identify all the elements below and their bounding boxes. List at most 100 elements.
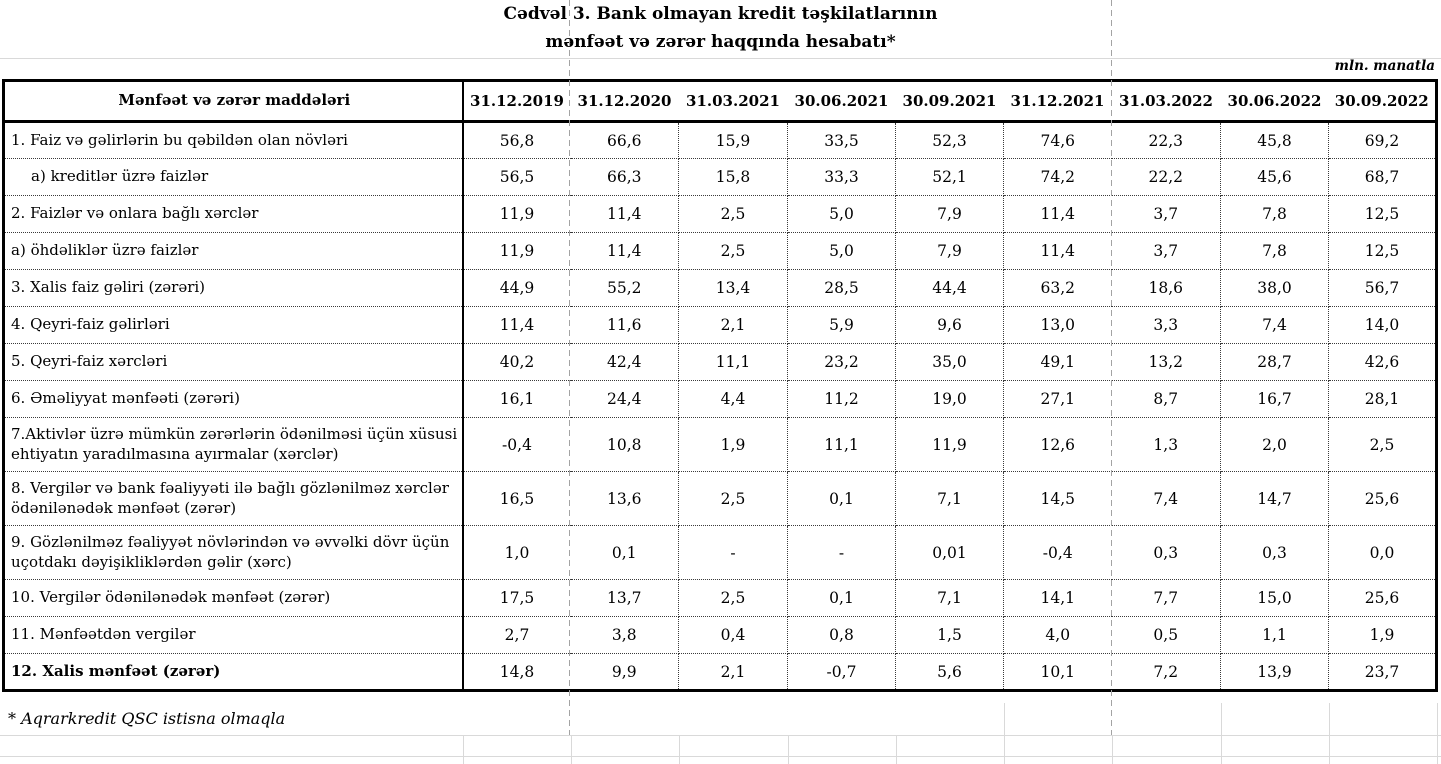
- value-cell: 63,2: [1003, 269, 1112, 307]
- value-cell: -0,7: [787, 653, 896, 691]
- table-row: 10. Vergilər ödənilənədək mənfəət (zərər…: [3, 579, 1437, 617]
- value-cell: 7,1: [895, 471, 1004, 526]
- gridline: [1221, 703, 1222, 735]
- column-header: 31.12.2020: [570, 80, 679, 123]
- value-cell: 11,9: [462, 195, 571, 233]
- gridline: [896, 735, 897, 764]
- value-cell: 13,4: [678, 269, 788, 307]
- row-label: 4. Qeyri-faiz gəlirləri: [3, 306, 464, 344]
- value-cell: 11,4: [1003, 232, 1112, 270]
- value-cell: 66,3: [570, 158, 679, 196]
- value-cell: 12,5: [1328, 232, 1437, 270]
- gridline: [1004, 735, 1005, 764]
- value-cell: 11,1: [787, 417, 896, 472]
- value-cell: 56,7: [1328, 269, 1437, 307]
- value-cell: 68,7: [1328, 158, 1437, 196]
- table-row: 11. Mənfəətdən vergilər 2,7 3,8 0,4 0,8 1,5 4,…: [3, 616, 1437, 654]
- value-cell: 11,9: [462, 232, 571, 270]
- gridline: [1437, 703, 1438, 735]
- table-row: 2. Faizlər və onlara bağlı xərclər 11,9 11…: [3, 195, 1437, 233]
- value-cell: 24,4: [570, 380, 679, 418]
- value-cell: 3,7: [1111, 195, 1221, 233]
- value-cell: 7,8: [1220, 195, 1329, 233]
- value-cell: 13,0: [1003, 306, 1112, 344]
- value-cell: -: [678, 525, 788, 580]
- value-cell: 15,0: [1220, 579, 1329, 617]
- value-cell: 11,4: [1003, 195, 1112, 233]
- value-cell: 0,1: [787, 579, 896, 617]
- gridline: [0, 756, 1441, 757]
- value-cell: 11,4: [570, 232, 679, 270]
- value-cell: -0,4: [1003, 525, 1112, 580]
- value-cell: 14,0: [1328, 306, 1437, 344]
- table-row: a) kreditlər üzrə faizlər 56,5 66,3 15,8 33,…: [3, 158, 1437, 196]
- table-row: 8. Vergilər və bank fəaliyyəti ilə bağlı…: [3, 471, 1437, 526]
- value-cell: 0,3: [1111, 525, 1221, 580]
- header-label-cell: Mənfəət və zərər maddələri: [3, 80, 464, 123]
- table-header: Mənfəət və zərər maddələri 31.12.2019 31.1…: [3, 80, 1437, 123]
- value-cell: 11,6: [570, 306, 679, 344]
- column-header: 31.12.2021: [1003, 80, 1112, 123]
- value-cell: 44,4: [895, 269, 1004, 307]
- row-label: 8. Vergilər və bank fəaliyyəti ilə bağlı…: [3, 471, 464, 526]
- value-cell: 1,3: [1111, 417, 1221, 472]
- value-cell: 52,1: [895, 158, 1004, 196]
- value-cell: 11,9: [895, 417, 1004, 472]
- row-label: 6. Əməliyyat mənfəəti (zərəri): [3, 380, 464, 418]
- value-cell: 35,0: [895, 343, 1004, 381]
- value-cell: 7,8: [1220, 232, 1329, 270]
- value-cell: 0,01: [895, 525, 1004, 580]
- value-cell: 16,7: [1220, 380, 1329, 418]
- value-cell: 2,5: [678, 195, 788, 233]
- value-cell: 23,7: [1364, 662, 1400, 681]
- report-table-wrapper: Mənfəət və zərər maddələri 31.12.2019 31.1…: [2, 79, 1438, 692]
- value-cell: 28,7: [1220, 343, 1329, 381]
- value-cell: 33,5: [787, 121, 896, 159]
- value-cell: 7,2: [1111, 653, 1221, 691]
- value-cell: 7,4: [1220, 306, 1329, 344]
- value-cell: 1,0: [462, 525, 571, 580]
- value-cell: 5,0: [787, 195, 896, 233]
- value-cell: 2,0: [1220, 417, 1329, 472]
- value-cell: 0,0: [1328, 525, 1437, 580]
- value-cell: 13,6: [570, 471, 679, 526]
- table-title-line2: mənfəət və zərər haqqında hesabatı*: [545, 32, 896, 52]
- value-cell: 42,4: [570, 343, 679, 381]
- row-label: 9. Gözlənilməz fəaliyyət növlərindən və …: [3, 525, 464, 580]
- gridline: [571, 735, 572, 764]
- value-cell: 14,7: [1220, 471, 1329, 526]
- value-cell: 56,8: [462, 121, 571, 159]
- row-label: 10. Vergilər ödənilənədək mənfəət (zərər…: [3, 579, 464, 617]
- value-cell: 8,7: [1111, 380, 1221, 418]
- column-header: 30.09.2021: [895, 80, 1004, 123]
- column-header: 30.09.2022: [1328, 80, 1437, 123]
- gridline: [679, 735, 680, 764]
- value-cell: 0,4: [678, 616, 788, 654]
- value-cell: 14,8: [499, 662, 535, 681]
- value-cell: 66,6: [570, 121, 679, 159]
- value-cell: 7,9: [895, 195, 1004, 233]
- value-cell: 7,9: [895, 232, 1004, 270]
- value-cell: 2,5: [1328, 417, 1437, 472]
- gridline: [1112, 735, 1113, 764]
- value-cell: 0,3: [1220, 525, 1329, 580]
- table-title-line1: Cədvəl 3. Bank olmayan kredit təşkilatla…: [503, 4, 938, 24]
- value-cell: 11,4: [462, 306, 571, 344]
- value-cell: 3,3: [1111, 306, 1221, 344]
- value-cell: 14,5: [1003, 471, 1112, 526]
- gridline: [0, 735, 1441, 736]
- value-cell: 12,5: [1328, 195, 1437, 233]
- value-cell: 55,2: [570, 269, 679, 307]
- value-cell: 1,9: [678, 417, 788, 472]
- value-cell: 4,4: [678, 380, 788, 418]
- gridline: [1329, 703, 1330, 735]
- value-cell: 14,1: [1003, 579, 1112, 617]
- row-label: a) öhdəliklər üzrə faizlər: [3, 232, 464, 270]
- table-row: 9. Gözlənilməz fəaliyyət növlərindən və …: [3, 525, 1437, 580]
- value-cell: 13,7: [570, 579, 679, 617]
- value-cell: 2,5: [678, 579, 788, 617]
- value-cell: 2,1: [678, 306, 788, 344]
- value-cell: 25,6: [1328, 579, 1437, 617]
- row-label: 11. Mənfəətdən vergilər: [3, 616, 464, 654]
- value-cell: 2,5: [678, 232, 788, 270]
